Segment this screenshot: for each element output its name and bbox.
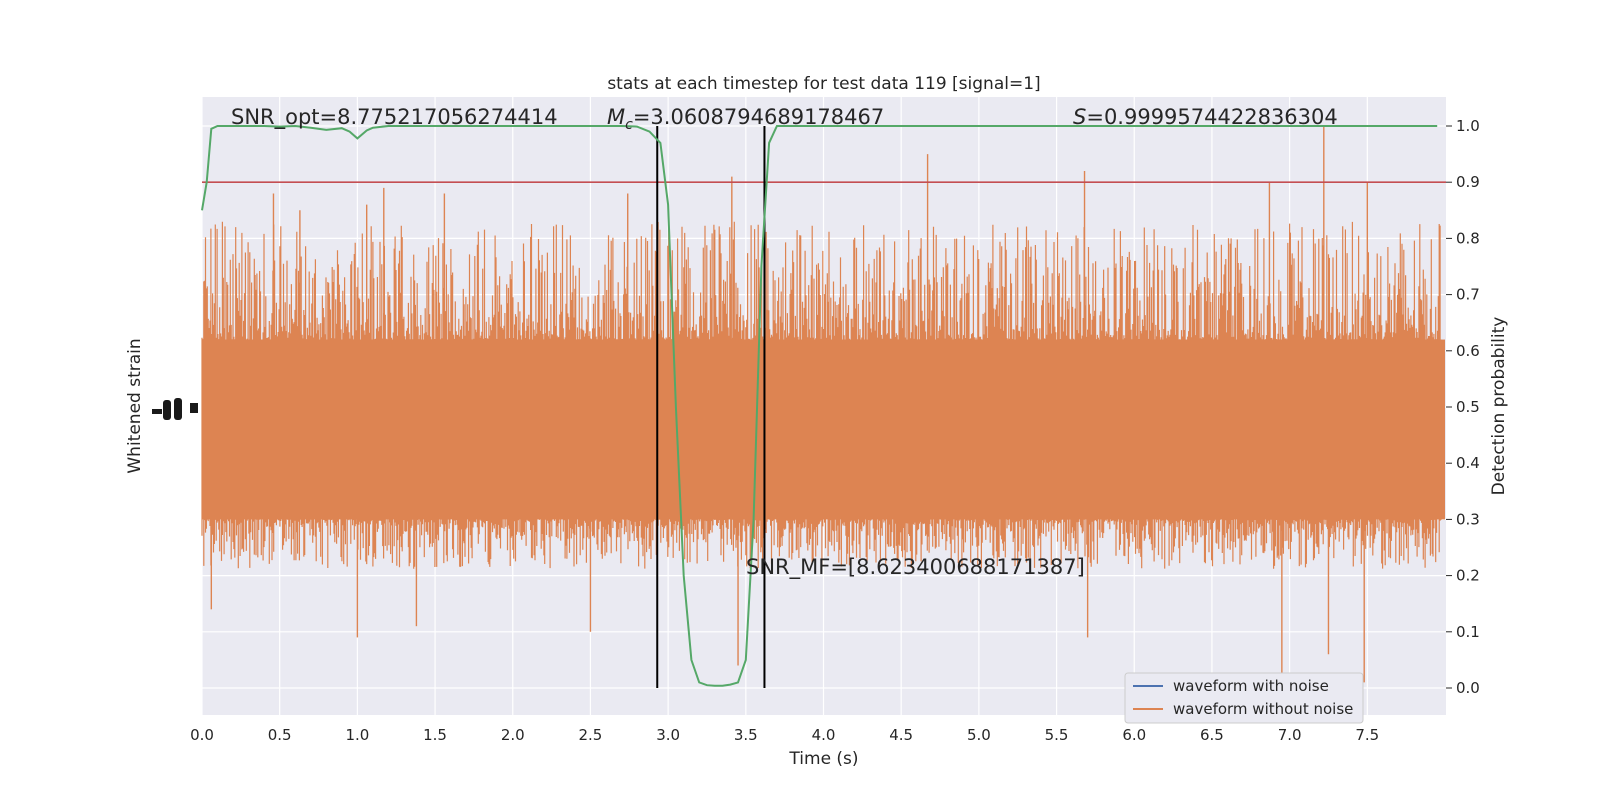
- y-right-tick-label: 0.8: [1456, 229, 1480, 247]
- y-right-tick-label: 0.9: [1456, 173, 1480, 191]
- detection-probability-line: [201, 124, 1438, 687]
- y-right-tick-label: 0.6: [1456, 342, 1480, 360]
- x-tick-label: 6.5: [1200, 726, 1224, 744]
- chirp-mass-subscript: c: [625, 117, 633, 133]
- x-tick-label: 5.5: [1045, 726, 1069, 744]
- x-tick-label: 7.5: [1355, 726, 1379, 744]
- legend: waveform with noise waveform without noi…: [1124, 672, 1364, 724]
- chart-title: stats at each timestep for test data 119…: [607, 74, 1040, 94]
- x-tick-label: 3.5: [734, 726, 758, 744]
- y-left-axis-label: Whitened strain: [125, 338, 145, 473]
- x-tick-label: 4.5: [889, 726, 913, 744]
- y-right-axis-ticks: 0.0 0.1 0.2 0.3 0.4 0.5 0.6 0.7 0.8 0.9 1.0: [1446, 117, 1480, 697]
- x-axis-ticks: 0.0 0.5 1.0 1.5 2.0 2.5 3.0 3.5 4.0 4.5 5.0 5.5 6.0 6…: [190, 726, 1379, 744]
- y-right-tick-label: 0.0: [1456, 679, 1480, 697]
- left-axis-overlapping-ticks: [152, 398, 198, 420]
- x-tick-label: 5.0: [967, 726, 991, 744]
- s-symbol: S: [1073, 105, 1086, 129]
- x-tick-label: 6.0: [1122, 726, 1146, 744]
- y-right-tick-label: 0.2: [1456, 567, 1480, 585]
- x-tick-label: 1.5: [423, 726, 447, 744]
- x-axis-label: Time (s): [788, 749, 858, 769]
- x-tick-label: 4.0: [812, 726, 836, 744]
- chirp-mass-value: =3.0608794689178467: [633, 105, 884, 129]
- chirp-mass-annotation: Mc=3.0608794689178467: [607, 105, 884, 133]
- s-value: =0.9999574422836304: [1086, 105, 1337, 129]
- y-right-tick-label: 0.1: [1456, 623, 1480, 641]
- snr-mf-annotation: SNR_MF=[8.623400688171387]: [746, 555, 1085, 580]
- legend-label-with-noise: waveform with noise: [1173, 677, 1329, 695]
- x-tick-label: 2.0: [501, 726, 525, 744]
- x-tick-label: 2.5: [579, 726, 603, 744]
- y-right-tick-label: 1.0: [1456, 117, 1480, 135]
- y-right-tick-label: 0.7: [1456, 286, 1480, 304]
- x-tick-label: 1.0: [345, 726, 369, 744]
- overlay-lines-group: [201, 124, 1446, 688]
- x-tick-label: 3.0: [656, 726, 680, 744]
- strain-spikes: [201, 221, 1442, 569]
- y-right-tick-label: 0.4: [1456, 454, 1480, 472]
- x-tick-label: 0.0: [190, 726, 214, 744]
- strain-series-group: [201, 126, 1445, 683]
- y-right-tick-label: 0.3: [1456, 510, 1480, 528]
- y-right-axis-label: Detection probability: [1489, 317, 1509, 496]
- legend-box: [1124, 672, 1364, 724]
- s-annotation: S=0.9999574422836304: [1073, 105, 1338, 129]
- y-right-tick-label: 0.5: [1456, 398, 1480, 416]
- legend-label-without-noise: waveform without noise: [1173, 700, 1353, 718]
- x-tick-label: 7.0: [1278, 726, 1302, 744]
- x-tick-label: 0.5: [268, 726, 292, 744]
- snr-opt-annotation: SNR_opt=8.775217056274414: [231, 105, 558, 130]
- chirp-mass-symbol: M: [607, 105, 625, 129]
